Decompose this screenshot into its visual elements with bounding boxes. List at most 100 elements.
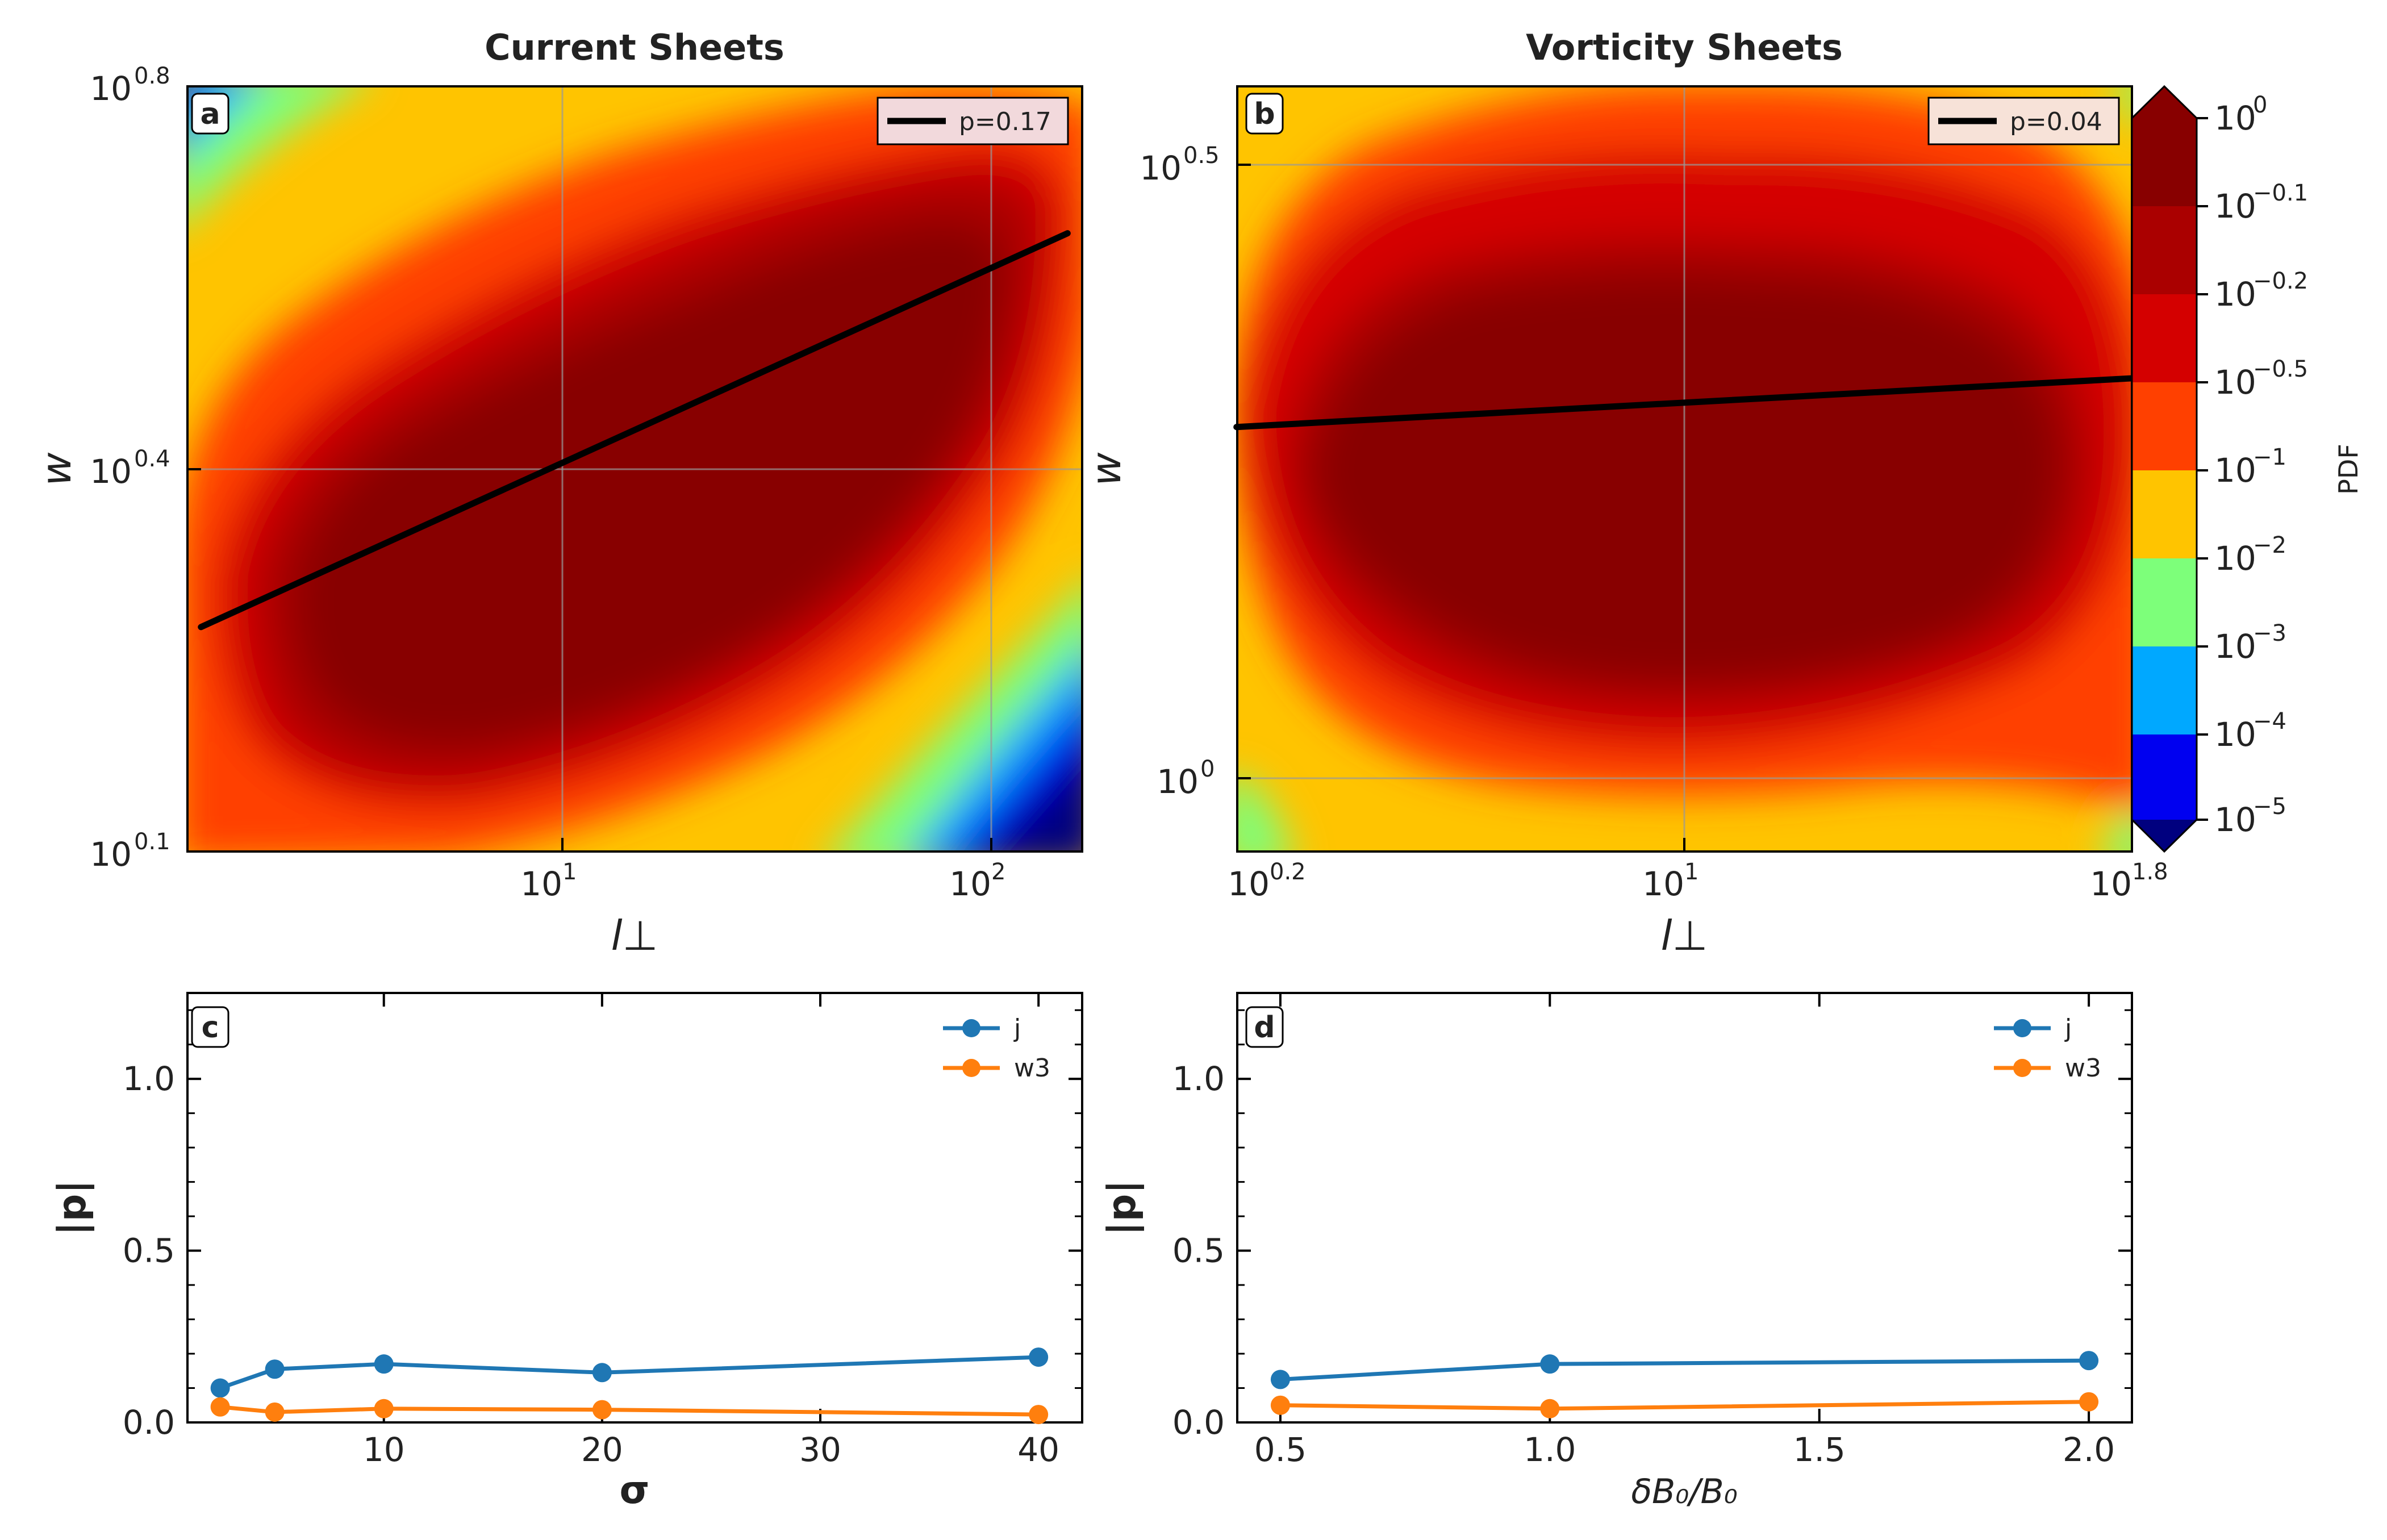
panel-c-legend: j w3 xyxy=(943,1014,1050,1083)
panel-b-legend-label: p=0.04 xyxy=(2010,107,2102,136)
panel-d-xlabel: δB₀/B₀ xyxy=(1631,1472,1737,1512)
ytick-label-a-1-exp: 0.1 xyxy=(134,829,170,855)
panel-b-letter-box xyxy=(1245,93,1284,135)
legend-d-j-label: j xyxy=(2064,1014,2072,1043)
cb-label-7: 10 xyxy=(2214,715,2256,754)
point-c-j-0 xyxy=(210,1378,230,1398)
xtick-label-c-3: 40 xyxy=(1017,1430,1059,1469)
panel-d-series xyxy=(1270,1351,2099,1418)
svg-text:1: 1 xyxy=(562,859,577,885)
panel-a-heatmap xyxy=(187,86,1082,852)
colorbar-tick-5: 10−2 xyxy=(2197,532,2286,578)
xtick-label-b-2-exp: 1 xyxy=(1684,859,1699,885)
xtick-label-d-3: 2.0 xyxy=(2063,1430,2115,1469)
ytick-label-a-1: 10 xyxy=(90,835,132,874)
legend-d-w3-label: w3 xyxy=(2065,1054,2101,1083)
panel-a-title: Current Sheets xyxy=(485,27,784,68)
panel-c: 0.0 0.5 1.0 10 20 30 40 σ |p| c j w3 xyxy=(50,992,1083,1513)
panel-d-legend: j w3 xyxy=(1994,1014,2101,1083)
panel-a-legend-label: p=0.17 xyxy=(959,107,1051,136)
panel-b-letter: b xyxy=(1254,97,1275,131)
panel-c-ylabel: |p| xyxy=(50,1180,95,1236)
panel-a-ylabel: w xyxy=(32,452,80,486)
cb-label-2-exp: −0.2 xyxy=(2253,268,2308,294)
panel-c-axes: 0.0 0.5 1.0 10 20 30 40 xyxy=(123,993,1082,1469)
xtick-label-c-0: 10 xyxy=(363,1430,405,1469)
xtick-label-d-2: 1.5 xyxy=(1793,1430,1846,1469)
ytick-label-a-3: 10 xyxy=(90,69,132,108)
ytick-label-a-2: 10 xyxy=(90,452,132,491)
level-1e-3-b-tr xyxy=(2117,86,2132,114)
ytick-label-c-1: 0.5 xyxy=(123,1232,175,1270)
panel-d: 0.0 0.5 1.0 0.5 1.0 1.5 2.0 δB₀/B₀ |p| d j w3 xyxy=(1100,992,2133,1512)
colorbar-tick-7: 10−4 xyxy=(2197,708,2286,754)
colorbar-band-1 xyxy=(2132,734,2197,820)
point-d-w3-2 xyxy=(2079,1392,2099,1412)
ytick-label-a-3-exp: 0.8 xyxy=(134,63,170,89)
colorbar-band-6 xyxy=(2132,294,2197,382)
level-1e-3 xyxy=(187,86,357,220)
xtick-label-b-1-exp: 0.2 xyxy=(1270,859,1306,885)
ytick-label-d-0: 0.0 xyxy=(1172,1403,1225,1442)
colorbar-bottom-arrow xyxy=(2132,820,2197,852)
legend-d-w3-marker xyxy=(2013,1059,2031,1077)
panel-a-y-tick-labels: 10 0.1 10 0.4 10 0.8 xyxy=(90,63,170,874)
panel-a-x-tick-labels: 10 1 10 2 xyxy=(520,859,1005,903)
xtick-label-d-1: 1.0 xyxy=(1524,1430,1576,1469)
panel-c-xlabel: σ xyxy=(620,1468,650,1513)
ytick-label-a-2-exp: 0.4 xyxy=(134,446,170,472)
ytick-label-b-1-exp: 0 xyxy=(1200,756,1215,782)
cb-label-1-exp: −0.1 xyxy=(2253,180,2308,206)
ytick-label-b-1: 10 xyxy=(1157,762,1199,801)
ytick-label-c-2: 1.0 xyxy=(123,1059,175,1098)
xtick-label-d-0: 0.5 xyxy=(1254,1430,1307,1469)
xtick-label-b-2: 10 xyxy=(1642,865,1684,903)
xtick-label-b-3: 10 xyxy=(2090,865,2132,903)
xtick-label-a-1: 10 xyxy=(520,865,562,903)
panel-a-xlabel: l⊥ xyxy=(611,912,658,959)
panel-b-xlabel: l⊥ xyxy=(1661,912,1708,959)
colorbar-tick-4: 10−1 xyxy=(2197,444,2286,490)
cb-label-4: 10 xyxy=(2214,451,2256,490)
fit-line-b xyxy=(1233,375,2135,431)
colorbar-tick-1: 10−0.1 xyxy=(2197,180,2308,226)
level-1e-0.1-b xyxy=(1312,275,2060,683)
colorbar-tick-3: 10−0.5 xyxy=(2197,356,2308,402)
xtick-label-a-2-exp: 2 xyxy=(991,859,1005,885)
colorbar-tick-0: 100 xyxy=(2197,92,2267,137)
point-c-j-3 xyxy=(592,1363,612,1383)
xtick-label-c-2: 30 xyxy=(799,1430,841,1469)
cb-label-5-exp: −2 xyxy=(2253,532,2286,558)
cb-label-5: 10 xyxy=(2214,539,2256,578)
cb-label-0: 10 xyxy=(2214,99,2256,137)
point-d-j-0 xyxy=(1270,1370,1290,1389)
point-c-j-2 xyxy=(374,1354,394,1374)
panel-b-y-tick-labels: 10 0 10 0.5 xyxy=(1140,143,1219,801)
svg-text:2: 2 xyxy=(991,859,1005,885)
legend-c-j-label: j xyxy=(1013,1014,1021,1043)
xtick-label-a-1-exp: 1 xyxy=(562,859,577,885)
cb-label-1: 10 xyxy=(2214,187,2256,226)
panel-b-title: Vorticity Sheets xyxy=(1526,27,1843,68)
cb-label-3-exp: −0.5 xyxy=(2253,356,2308,382)
colorbar-band-3 xyxy=(2132,558,2197,646)
point-d-j-2 xyxy=(2079,1351,2099,1371)
xtick-label-b-1: 10 xyxy=(1228,865,1270,903)
level-1e-3-b-bl xyxy=(1237,777,1291,852)
panel-d-ylabel: |p| xyxy=(1100,1180,1145,1236)
xtick-label-c-1: 20 xyxy=(581,1430,623,1469)
colorbar-label: PDF xyxy=(2333,444,2364,495)
colorbar-band-7 xyxy=(2132,206,2197,294)
panel-d-letter: d xyxy=(1254,1011,1275,1045)
colorbar-band-4 xyxy=(2132,470,2197,558)
colorbar-tick-8: 10−5 xyxy=(2197,794,2286,839)
panel-c-letter-box xyxy=(191,1006,229,1048)
cb-label-8-exp: −5 xyxy=(2253,794,2286,820)
fit-line-a xyxy=(198,230,1071,631)
cb-label-7-exp: −4 xyxy=(2253,708,2286,734)
legend-c-w3-marker xyxy=(962,1059,980,1077)
legend-c-w3-label: w3 xyxy=(1014,1054,1050,1083)
legend-c-j-marker xyxy=(962,1019,980,1037)
point-d-w3-0 xyxy=(1270,1395,1290,1415)
